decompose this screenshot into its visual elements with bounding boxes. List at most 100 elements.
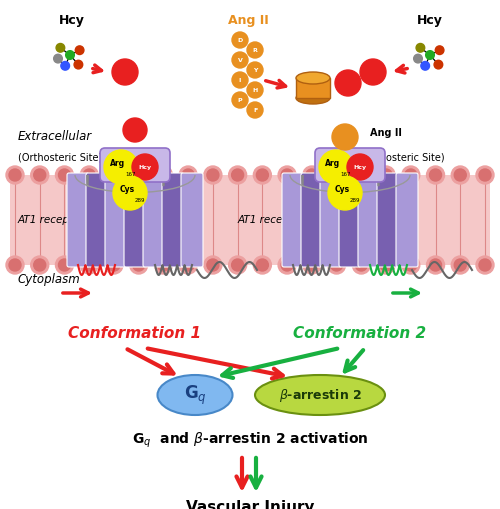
FancyBboxPatch shape <box>86 173 108 267</box>
Text: D: D <box>238 38 242 42</box>
Circle shape <box>232 32 248 48</box>
FancyBboxPatch shape <box>377 173 399 267</box>
Text: Conformation 2: Conformation 2 <box>294 325 426 341</box>
Circle shape <box>232 169 243 181</box>
Circle shape <box>80 256 98 274</box>
Text: 289: 289 <box>135 197 145 203</box>
Circle shape <box>132 154 158 180</box>
Circle shape <box>247 102 263 118</box>
FancyBboxPatch shape <box>143 173 165 267</box>
Bar <box>296 78 330 98</box>
Text: Extracellular: Extracellular <box>18 130 92 144</box>
Bar <box>10 175 490 265</box>
Text: AT1 receptor: AT1 receptor <box>238 215 305 225</box>
Circle shape <box>330 169 342 181</box>
Circle shape <box>56 166 74 184</box>
Circle shape <box>105 256 123 274</box>
Circle shape <box>113 176 147 210</box>
Circle shape <box>479 169 491 181</box>
Circle shape <box>34 169 46 181</box>
Text: Hcy: Hcy <box>138 164 151 169</box>
Circle shape <box>105 166 123 184</box>
Circle shape <box>58 169 70 181</box>
Circle shape <box>319 150 353 184</box>
Ellipse shape <box>296 92 330 104</box>
Circle shape <box>335 70 361 96</box>
Circle shape <box>56 256 74 274</box>
Text: G$_q$: G$_q$ <box>184 383 206 407</box>
Circle shape <box>154 256 172 274</box>
Circle shape <box>54 54 62 63</box>
Circle shape <box>347 154 373 180</box>
Circle shape <box>306 169 318 181</box>
Text: P: P <box>238 98 242 102</box>
Circle shape <box>303 256 321 274</box>
Text: I: I <box>239 77 241 82</box>
Circle shape <box>332 124 358 150</box>
Text: Cys: Cys <box>334 185 349 194</box>
Circle shape <box>204 256 222 274</box>
Text: H: H <box>252 88 258 93</box>
Circle shape <box>104 150 138 184</box>
Circle shape <box>247 42 263 58</box>
Circle shape <box>83 259 95 271</box>
Circle shape <box>328 256 345 274</box>
FancyBboxPatch shape <box>124 173 146 267</box>
Circle shape <box>207 169 219 181</box>
Circle shape <box>232 72 248 88</box>
Circle shape <box>207 259 219 271</box>
Circle shape <box>454 259 466 271</box>
Circle shape <box>247 62 263 78</box>
Circle shape <box>278 166 296 184</box>
Circle shape <box>66 51 74 60</box>
FancyBboxPatch shape <box>396 173 418 267</box>
Text: 167: 167 <box>126 172 136 177</box>
Circle shape <box>306 259 318 271</box>
Circle shape <box>426 256 444 274</box>
Circle shape <box>132 169 144 181</box>
Circle shape <box>380 259 392 271</box>
Circle shape <box>74 60 82 69</box>
Circle shape <box>303 166 321 184</box>
Circle shape <box>232 52 248 68</box>
Circle shape <box>83 169 95 181</box>
FancyBboxPatch shape <box>315 148 385 182</box>
Text: 167: 167 <box>341 172 351 177</box>
Circle shape <box>108 169 120 181</box>
Circle shape <box>434 60 442 69</box>
Circle shape <box>405 259 417 271</box>
FancyBboxPatch shape <box>301 173 323 267</box>
Circle shape <box>256 169 268 181</box>
Circle shape <box>377 256 395 274</box>
Circle shape <box>158 259 170 271</box>
Circle shape <box>6 166 24 184</box>
Circle shape <box>232 92 248 108</box>
Circle shape <box>281 259 293 271</box>
Circle shape <box>405 169 417 181</box>
Circle shape <box>380 169 392 181</box>
Circle shape <box>328 176 362 210</box>
Text: Y: Y <box>253 68 257 72</box>
Circle shape <box>9 169 21 181</box>
FancyBboxPatch shape <box>339 173 361 267</box>
FancyBboxPatch shape <box>105 173 127 267</box>
Circle shape <box>377 166 395 184</box>
Circle shape <box>123 118 147 142</box>
Circle shape <box>30 166 48 184</box>
Circle shape <box>278 256 296 274</box>
Text: F: F <box>253 107 257 112</box>
Text: Ang II: Ang II <box>228 14 268 26</box>
Circle shape <box>426 166 444 184</box>
Text: Hcy: Hcy <box>417 14 443 26</box>
Circle shape <box>130 166 148 184</box>
FancyBboxPatch shape <box>282 173 304 267</box>
Circle shape <box>179 256 197 274</box>
Text: Conformation 1: Conformation 1 <box>68 325 202 341</box>
Text: (Orthosteric Site): (Orthosteric Site) <box>18 152 102 162</box>
FancyBboxPatch shape <box>320 173 342 267</box>
Text: Hcy: Hcy <box>59 14 85 26</box>
Circle shape <box>154 166 172 184</box>
Circle shape <box>436 46 444 54</box>
Text: Cys: Cys <box>120 185 134 194</box>
Circle shape <box>130 256 148 274</box>
